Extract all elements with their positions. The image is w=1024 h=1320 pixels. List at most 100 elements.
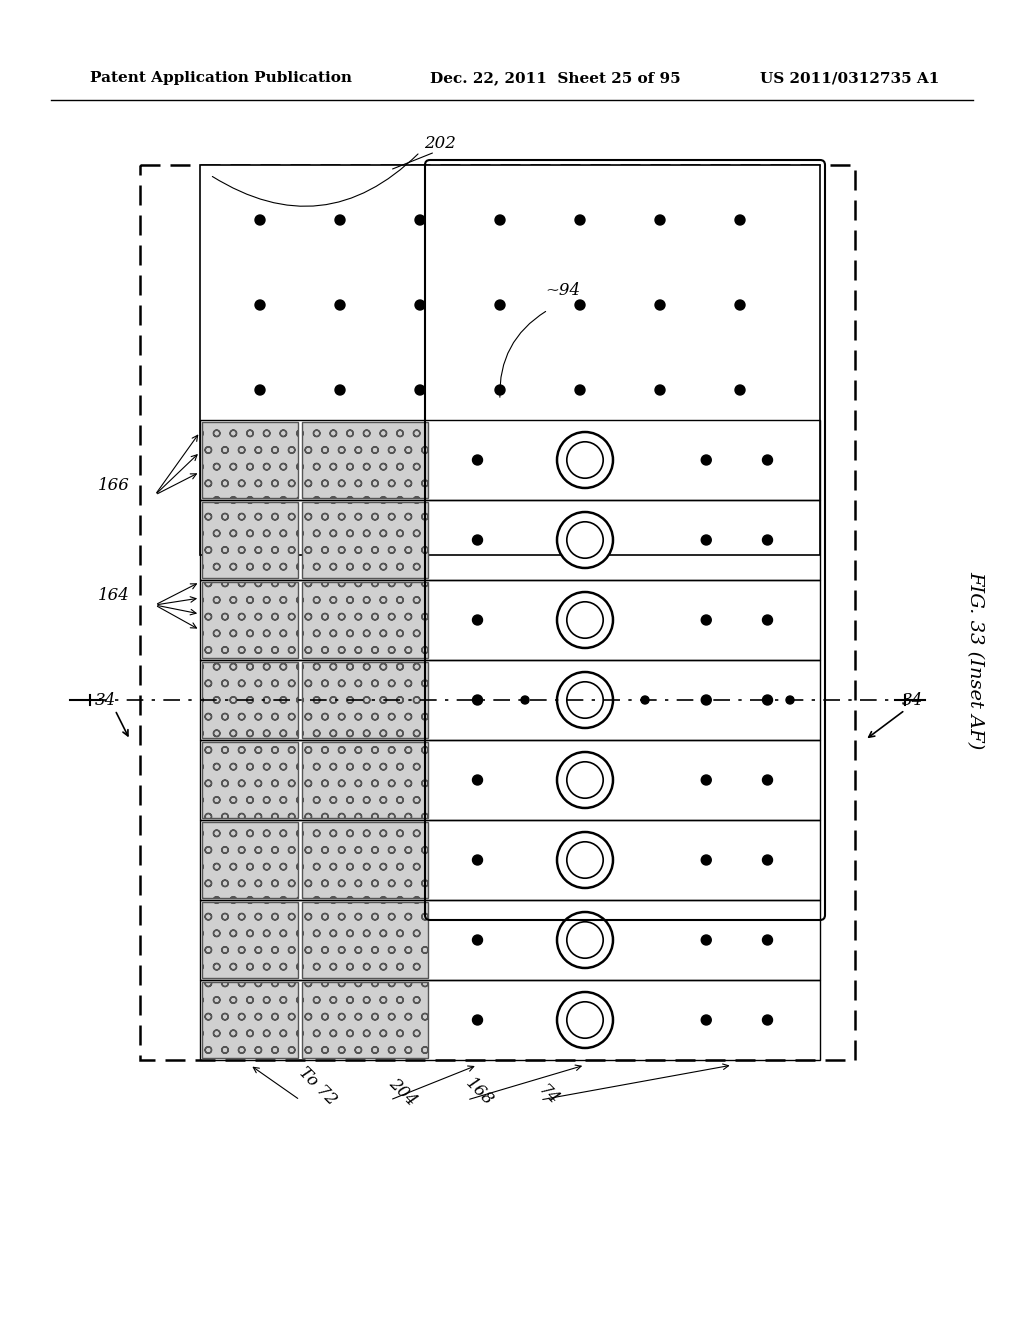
Circle shape	[786, 696, 794, 704]
Text: 168: 168	[462, 1074, 497, 1109]
Circle shape	[557, 832, 613, 888]
Bar	[200, 579, 820, 660]
Circle shape	[701, 615, 712, 624]
Circle shape	[701, 455, 712, 465]
Circle shape	[701, 1015, 712, 1026]
Bar	[200, 979, 820, 1060]
Bar	[202, 663, 298, 738]
Bar	[202, 982, 298, 1059]
Circle shape	[575, 385, 585, 395]
Circle shape	[763, 935, 772, 945]
Circle shape	[472, 775, 482, 785]
Circle shape	[335, 215, 345, 224]
Bar	[302, 663, 428, 738]
Circle shape	[521, 696, 529, 704]
Circle shape	[655, 300, 665, 310]
Circle shape	[575, 215, 585, 224]
Bar	[140, 165, 855, 1060]
Bar	[200, 820, 820, 900]
Text: 202: 202	[424, 135, 456, 152]
Bar	[302, 422, 428, 498]
Bar	[202, 902, 298, 978]
Circle shape	[495, 300, 505, 310]
Text: 166: 166	[98, 477, 130, 494]
Bar	[202, 582, 298, 657]
Circle shape	[567, 682, 603, 718]
Text: 34: 34	[901, 692, 923, 709]
Circle shape	[335, 385, 345, 395]
Text: 204: 204	[385, 1074, 420, 1109]
Circle shape	[655, 215, 665, 224]
Circle shape	[567, 921, 603, 958]
Bar	[200, 900, 820, 979]
Text: FIG. 33 (Inset AF): FIG. 33 (Inset AF)	[966, 570, 984, 750]
Text: Dec. 22, 2011  Sheet 25 of 95: Dec. 22, 2011 Sheet 25 of 95	[430, 71, 681, 84]
Circle shape	[735, 385, 745, 395]
Bar	[202, 422, 298, 498]
Circle shape	[472, 455, 482, 465]
Circle shape	[701, 535, 712, 545]
Text: 164: 164	[98, 587, 130, 605]
Text: 74: 74	[535, 1082, 562, 1109]
Circle shape	[557, 512, 613, 568]
Circle shape	[701, 855, 712, 865]
Circle shape	[763, 696, 772, 705]
Circle shape	[472, 935, 482, 945]
Circle shape	[473, 696, 481, 704]
Circle shape	[763, 455, 772, 465]
Circle shape	[735, 215, 745, 224]
Circle shape	[495, 215, 505, 224]
Circle shape	[641, 696, 649, 704]
Circle shape	[472, 615, 482, 624]
Text: 34: 34	[94, 692, 116, 709]
Circle shape	[763, 615, 772, 624]
Circle shape	[495, 385, 505, 395]
Circle shape	[567, 762, 603, 799]
Bar	[302, 902, 428, 978]
Bar	[302, 582, 428, 657]
Bar	[200, 741, 820, 820]
Circle shape	[472, 696, 482, 705]
Text: US 2011/0312735 A1: US 2011/0312735 A1	[760, 71, 939, 84]
Circle shape	[557, 752, 613, 808]
Circle shape	[567, 842, 603, 878]
Circle shape	[701, 775, 712, 785]
Circle shape	[763, 775, 772, 785]
Circle shape	[255, 215, 265, 224]
Circle shape	[335, 300, 345, 310]
Circle shape	[255, 385, 265, 395]
Circle shape	[701, 935, 712, 945]
Circle shape	[415, 385, 425, 395]
Circle shape	[735, 300, 745, 310]
Circle shape	[567, 1002, 603, 1039]
Circle shape	[575, 300, 585, 310]
Bar	[200, 165, 820, 554]
Bar	[302, 822, 428, 898]
Circle shape	[655, 385, 665, 395]
Circle shape	[557, 993, 613, 1048]
Circle shape	[763, 535, 772, 545]
Bar	[200, 500, 820, 579]
Circle shape	[557, 912, 613, 968]
Bar	[200, 420, 820, 500]
Text: Patent Application Publication: Patent Application Publication	[90, 71, 352, 84]
Bar	[302, 502, 428, 578]
Circle shape	[255, 300, 265, 310]
Circle shape	[472, 1015, 482, 1026]
Circle shape	[557, 672, 613, 729]
Text: To 72: To 72	[295, 1064, 340, 1109]
Bar	[302, 742, 428, 818]
Bar	[302, 982, 428, 1059]
Circle shape	[557, 591, 613, 648]
Circle shape	[567, 521, 603, 558]
Circle shape	[472, 855, 482, 865]
Circle shape	[557, 432, 613, 488]
Text: ~94: ~94	[545, 282, 581, 300]
Bar	[202, 822, 298, 898]
Bar	[200, 660, 820, 741]
Circle shape	[567, 442, 603, 478]
Circle shape	[701, 696, 712, 705]
Circle shape	[415, 215, 425, 224]
Circle shape	[567, 602, 603, 638]
Circle shape	[415, 300, 425, 310]
